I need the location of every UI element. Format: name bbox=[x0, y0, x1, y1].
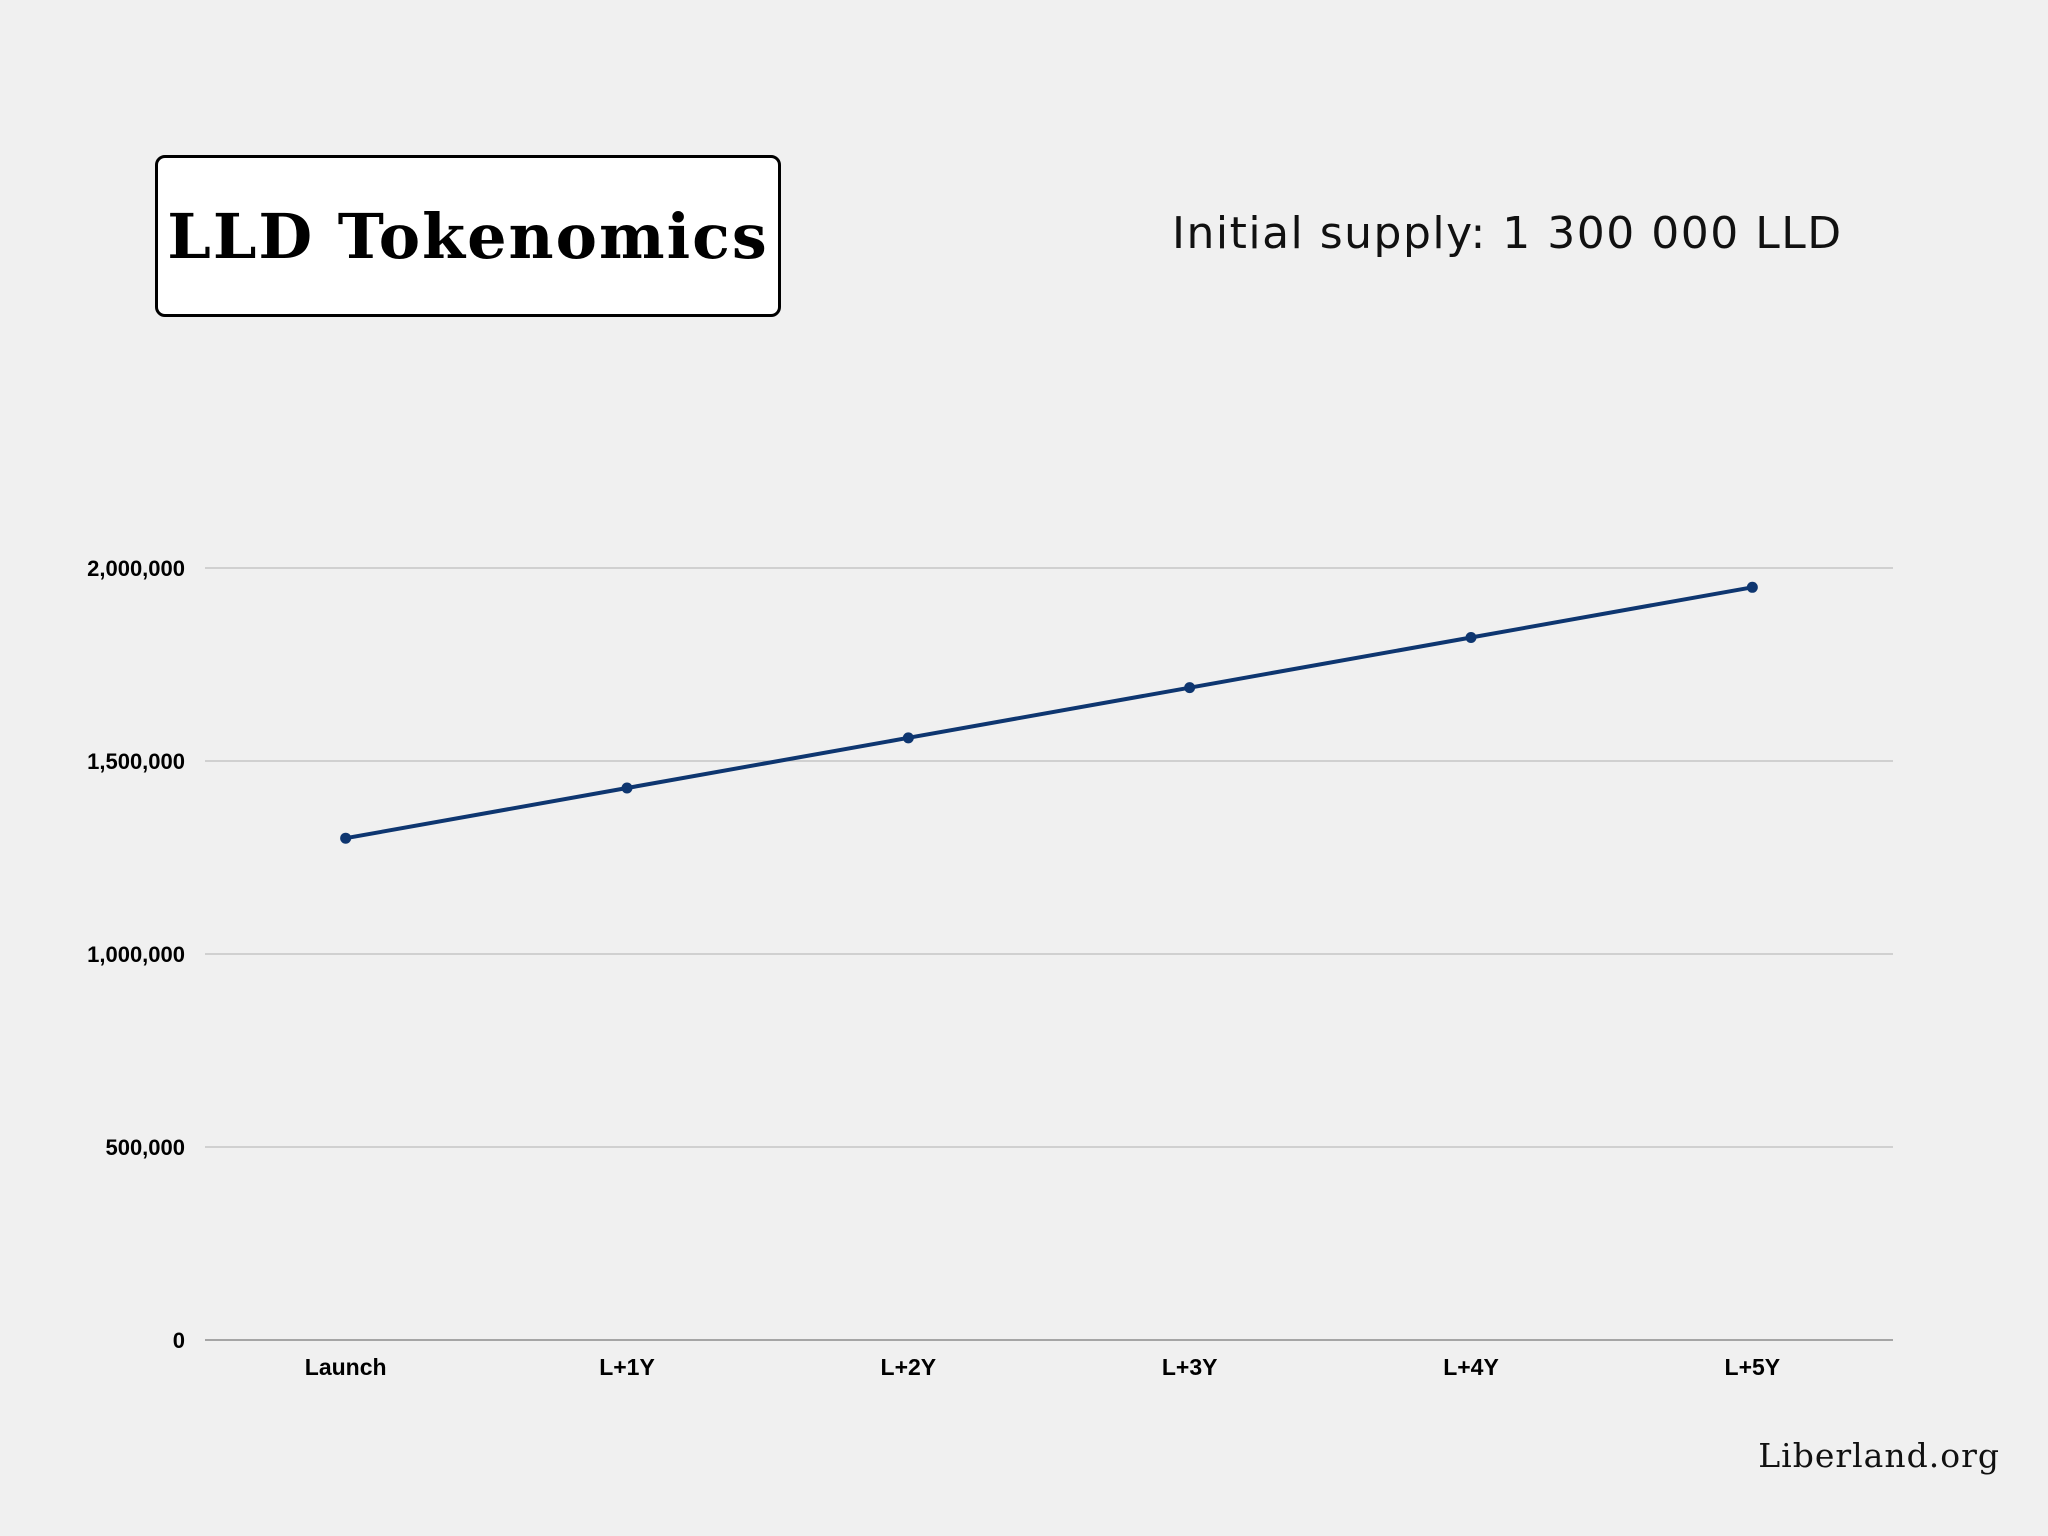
chart-title: LLD Tokenomics bbox=[167, 199, 769, 273]
grid-lines bbox=[205, 567, 1893, 1341]
data-point bbox=[621, 782, 633, 794]
y-tick-label: 1,000,000 bbox=[87, 942, 185, 967]
x-tick-label: Launch bbox=[305, 1354, 387, 1380]
title-box: LLD Tokenomics bbox=[155, 155, 781, 317]
data-point bbox=[1465, 631, 1477, 643]
x-tick-label: L+2Y bbox=[881, 1354, 937, 1380]
series-line bbox=[343, 585, 1755, 841]
x-tick-label: L+3Y bbox=[1162, 1354, 1218, 1380]
y-axis-ticks: 0 500,000 1,000,000 1,500,000 2,000,000 bbox=[87, 556, 185, 1353]
data-point bbox=[1746, 581, 1758, 593]
y-tick-label: 1,500,000 bbox=[87, 749, 185, 774]
x-tick-label: L+1Y bbox=[599, 1354, 655, 1380]
data-point bbox=[1184, 682, 1196, 694]
data-series bbox=[340, 581, 1758, 844]
initial-supply-text: Initial supply: 1 300 000 LLD bbox=[1172, 208, 1843, 259]
y-tick-label: 500,000 bbox=[105, 1135, 185, 1160]
y-tick-label: 2,000,000 bbox=[87, 556, 185, 581]
x-tick-label: L+4Y bbox=[1443, 1354, 1499, 1380]
data-point bbox=[902, 732, 914, 744]
footer-site-label: Liberland.org bbox=[1758, 1436, 2000, 1475]
data-point bbox=[340, 832, 352, 844]
x-tick-label: L+5Y bbox=[1725, 1354, 1781, 1380]
y-tick-label: 0 bbox=[173, 1328, 185, 1353]
x-axis-ticks: Launch L+1Y L+2Y L+3Y L+4Y L+5Y bbox=[305, 1354, 1780, 1380]
